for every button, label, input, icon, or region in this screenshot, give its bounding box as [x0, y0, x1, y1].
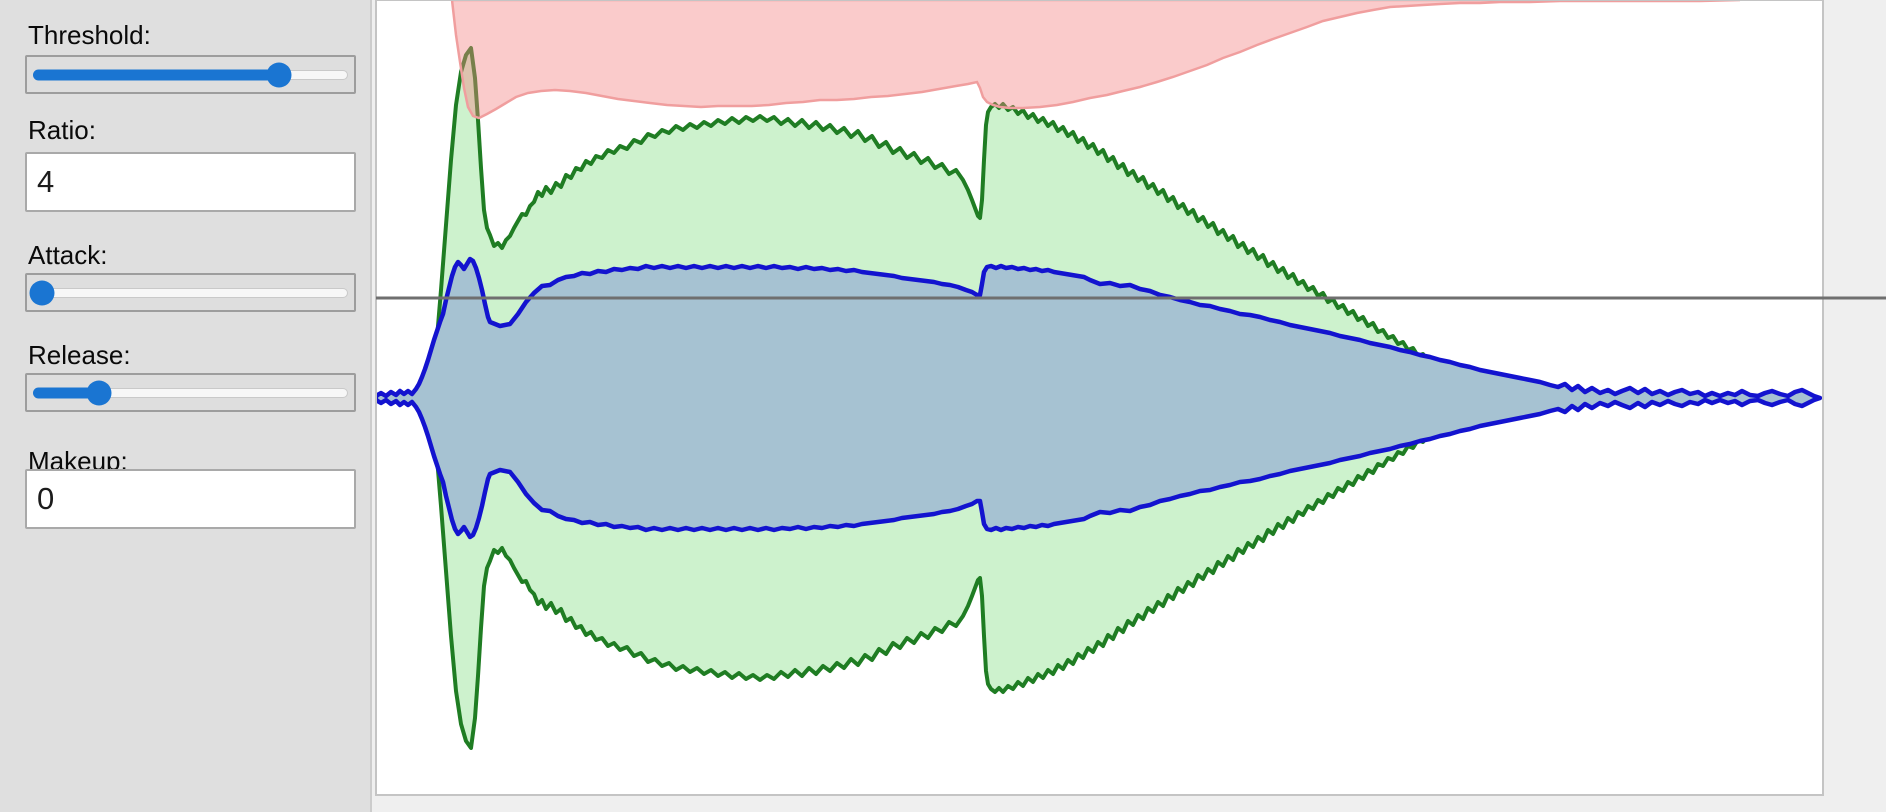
- threshold-slider-fill: [33, 69, 279, 80]
- waveform-panel: [372, 0, 1886, 812]
- attack-label: Attack:: [28, 240, 108, 270]
- release-label: Release:: [28, 340, 131, 370]
- threshold-slider-track[interactable]: [33, 57, 348, 92]
- controls-sidebar: Threshold: Ratio: Attack: Release: Makeu…: [0, 0, 372, 812]
- release-slider-thumb[interactable]: [86, 380, 112, 405]
- output-signal-wave: [377, 256, 1822, 540]
- attack-slider-track-rest[interactable]: [33, 287, 348, 298]
- release-slider-track[interactable]: [33, 375, 348, 410]
- release-slider[interactable]: [25, 373, 356, 412]
- attack-slider-thumb[interactable]: [29, 280, 55, 305]
- threshold-slider-thumb[interactable]: [266, 62, 292, 87]
- attack-slider-track[interactable]: [29, 275, 348, 310]
- release-slider-fill: [33, 387, 100, 398]
- threshold-slider[interactable]: [25, 55, 356, 94]
- ratio-input[interactable]: [25, 152, 356, 212]
- waveform-plot: [375, 0, 1886, 796]
- gain-reduction-region: [450, 1, 1741, 120]
- ratio-label: Ratio:: [28, 115, 96, 145]
- threshold-label: Threshold:: [28, 20, 151, 50]
- makeup-input[interactable]: [25, 469, 356, 529]
- attack-slider[interactable]: [25, 273, 356, 312]
